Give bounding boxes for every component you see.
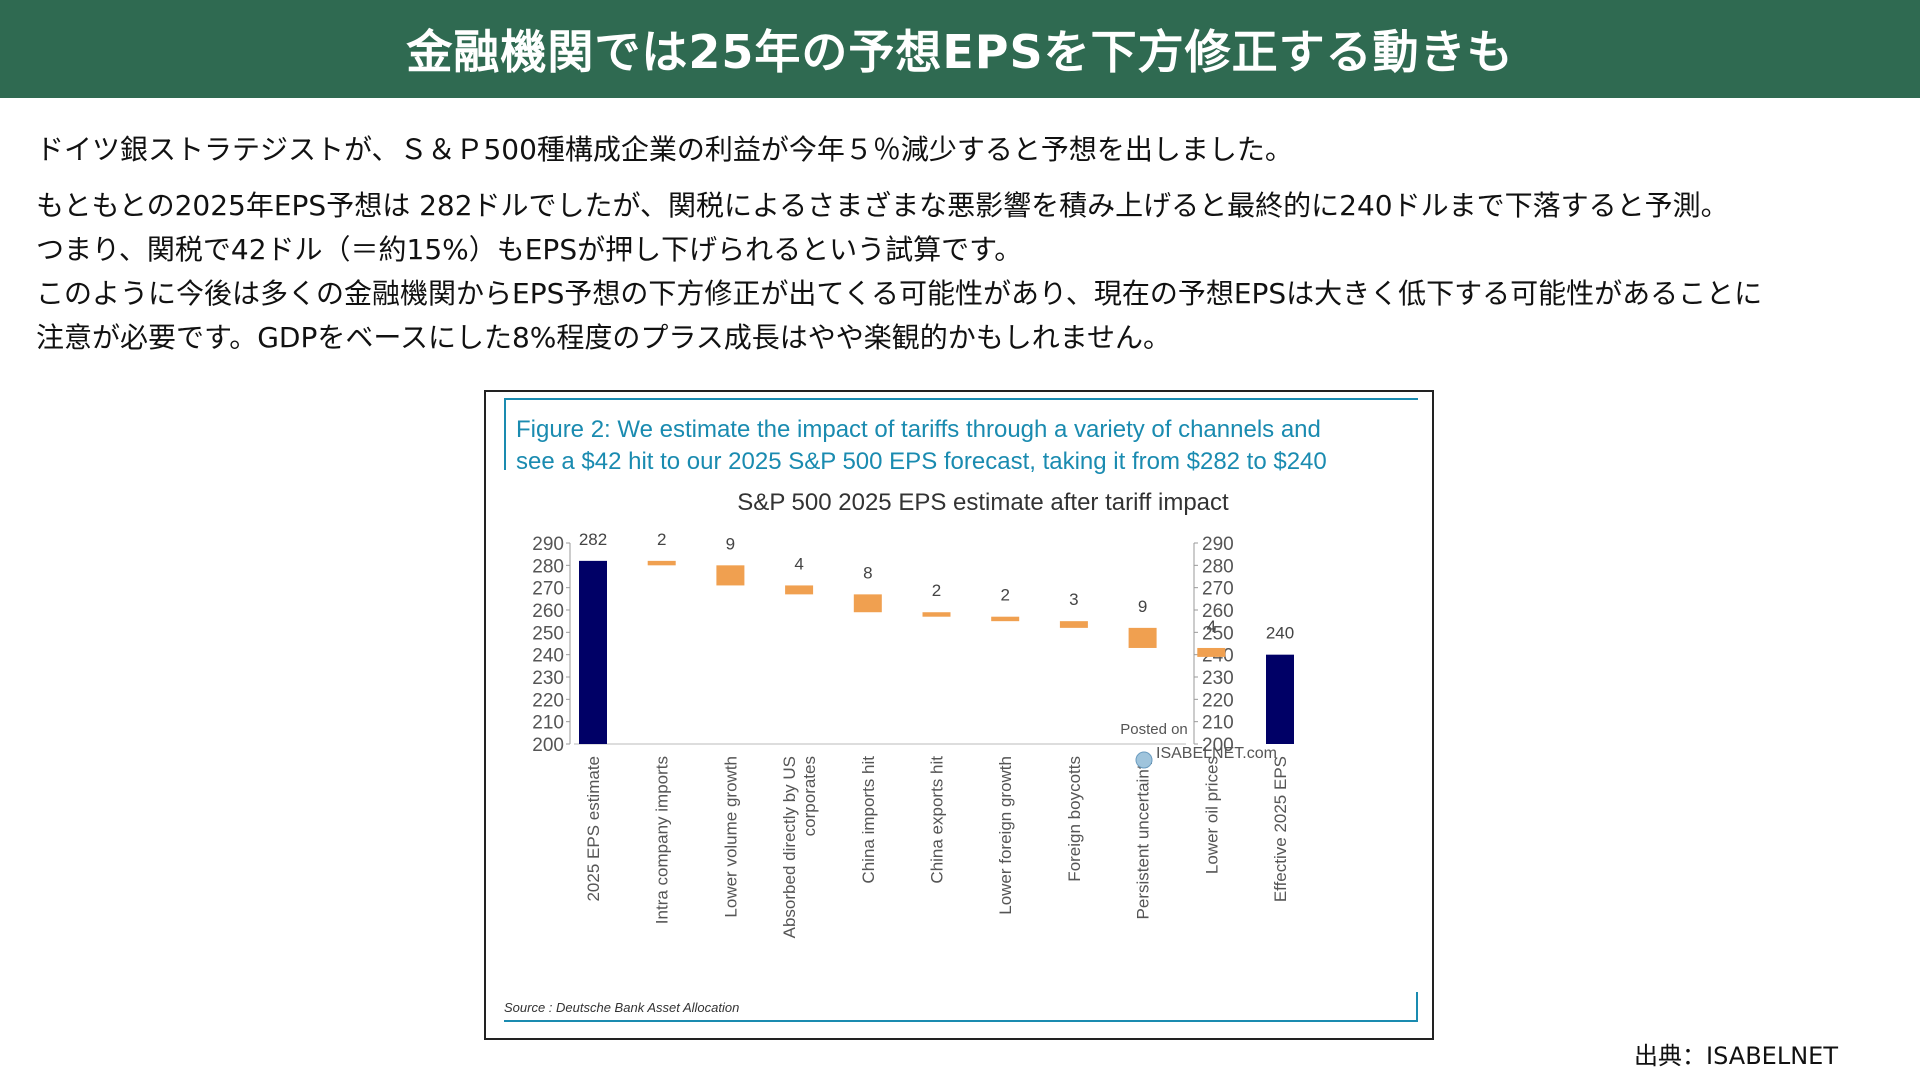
figure-frame	[504, 992, 1418, 1022]
body-text: ドイツ銀ストラテジストが、Ｓ＆Ｐ500種構成企業の利益が今年５％減少すると予想を…	[36, 128, 1896, 360]
x-label-3-line-1: corporates	[800, 756, 819, 836]
x-label-3-line-0: Absorbed directly by US	[780, 756, 799, 938]
data-label-9: 4	[1207, 617, 1216, 636]
bar-5	[922, 612, 951, 617]
y-tick-label-right: 200	[1202, 735, 1234, 756]
x-label-4: China imports hit	[859, 756, 878, 884]
slide-title: 金融機関では25年の予想EPSを下方修正する動きも	[0, 0, 1920, 98]
y-tick-label-right: 280	[1202, 556, 1234, 577]
x-label-5: China exports hit	[928, 756, 947, 884]
paragraph-intro: ドイツ銀ストラテジストが、Ｓ＆Ｐ500種構成企業の利益が今年５％減少すると予想を…	[36, 133, 1293, 166]
chart-bars	[579, 560, 1294, 744]
x-label-9-line-0: Lower oil prices	[1202, 756, 1221, 874]
y-tick-label-left: 230	[532, 668, 564, 689]
y-tick-label-right: 290	[1202, 534, 1234, 555]
y-tick-label-left: 250	[532, 623, 564, 644]
credit-text: 出典：ISABELNET	[1634, 1042, 1838, 1070]
x-label-9: Lower oil prices	[1202, 756, 1221, 874]
data-label-4: 8	[863, 563, 872, 582]
data-label-7: 3	[1069, 590, 1078, 609]
data-label-2: 9	[726, 534, 735, 553]
x-label-6-line-0: Lower foreign growth	[996, 756, 1015, 915]
x-label-5-line-0: China exports hit	[928, 756, 947, 884]
x-label-8-line-0: Persistent uncertainty	[1134, 756, 1153, 920]
caption-line-1: Figure 2: We estimate the impact of tari…	[516, 416, 1321, 443]
y-tick-label-right: 270	[1202, 579, 1234, 600]
isabelnet-watermark: Posted on ISABELNET.com	[1120, 721, 1277, 769]
data-label-10: 240	[1266, 624, 1294, 643]
x-label-0-line-0: 2025 EPS estimate	[584, 756, 603, 902]
y-tick-label-left: 290	[532, 534, 564, 555]
x-label-6: Lower foreign growth	[996, 756, 1015, 915]
bar-9	[1197, 647, 1226, 657]
paragraph-line-3: このように今後は多くの金融機関からEPS予想の下方修正が出てくる可能性があり、現…	[36, 277, 1763, 310]
data-label-3: 4	[794, 554, 803, 573]
waterfall-chart: S&P 500 2025 EPS estimate after tariff i…	[532, 489, 1294, 939]
data-label-8: 9	[1138, 597, 1147, 616]
y-tick-label-right: 230	[1202, 668, 1234, 689]
x-label-0: 2025 EPS estimate	[584, 756, 603, 902]
y-tick-label-left: 280	[532, 556, 564, 577]
y-tick-label-left: 200	[532, 735, 564, 756]
x-label-2-line-0: Lower volume growth	[721, 756, 740, 918]
x-label-2: Lower volume growth	[721, 756, 740, 918]
y-tick-label-right: 210	[1202, 713, 1234, 734]
x-label-4-line-0: China imports hit	[859, 756, 878, 884]
x-label-7-line-0: Foreign boycotts	[1065, 756, 1084, 882]
data-label-6: 2	[1000, 586, 1009, 605]
data-label-1: 2	[657, 530, 666, 549]
watermark-line-1: Posted on	[1120, 721, 1188, 738]
y-tick-label-right: 260	[1202, 601, 1234, 622]
y-tick-label-left: 270	[532, 579, 564, 600]
bar-0	[579, 560, 607, 744]
y-tick-label-left: 220	[532, 690, 564, 711]
y-tick-label-right: 220	[1202, 690, 1234, 711]
chart-axes: 2002002102102202202302302402402502502602…	[532, 534, 1233, 756]
data-label-0: 282	[579, 530, 607, 549]
figure-caption: Figure 2: We estimate the impact of tari…	[504, 398, 1418, 475]
y-tick-label-left: 240	[532, 646, 564, 667]
bar-10	[1266, 654, 1294, 744]
bar-7	[1059, 621, 1088, 628]
caption-line-2: see a $42 hit to our 2025 S&P 500 EPS fo…	[516, 448, 1327, 475]
bar-1	[647, 560, 676, 566]
y-tick-label-left: 260	[532, 601, 564, 622]
chart-data-labels: 282 2 9 4 8 2 2 3 9 4 240	[579, 530, 1294, 643]
chart-title: S&P 500 2025 EPS estimate after tariff i…	[737, 489, 1229, 516]
y-tick-label-left: 210	[532, 713, 564, 734]
x-label-10-line-0: Effective 2025 EPS	[1271, 756, 1290, 902]
chart-x-labels: 2025 EPS estimate Intra company imports Lo…	[584, 756, 1290, 939]
watermark-line-2: ISABELNET.com	[1156, 745, 1277, 762]
x-label-7: Foreign boycotts	[1065, 756, 1084, 882]
figure-source: Source : Deutsche Bank Asset Allocation	[504, 1000, 740, 1015]
bar-8	[1128, 627, 1157, 648]
x-label-3: Absorbed directly by US corporates	[780, 756, 819, 938]
bar-4	[853, 594, 882, 613]
x-label-8: Persistent uncertainty	[1134, 756, 1153, 920]
data-label-5: 2	[932, 581, 941, 600]
x-label-1: Intra company imports	[653, 756, 672, 924]
bar-3	[785, 585, 814, 595]
globe-icon	[1135, 751, 1153, 769]
y-tick-label-right: 250	[1202, 623, 1234, 644]
paragraph-line-4: 注意が必要です。GDPをベースにした8%程度のプラス成長はやや楽観的かもしれませ…	[36, 321, 1171, 354]
bar-2	[716, 565, 745, 586]
x-label-10: Effective 2025 EPS	[1271, 756, 1290, 902]
paragraph-line-1: もともとの2025年EPS予想は 282ドルでしたが、関税によるさまざまな悪影響…	[36, 189, 1729, 222]
figure-panel: Figure 2: We estimate the impact of tari…	[484, 390, 1434, 1040]
x-label-1-line-0: Intra company imports	[653, 756, 672, 924]
bar-6	[991, 616, 1020, 622]
paragraph-line-2: つまり、関税で42ドル（＝約15%）もEPSが押し下げられるという試算です。	[36, 233, 1023, 266]
